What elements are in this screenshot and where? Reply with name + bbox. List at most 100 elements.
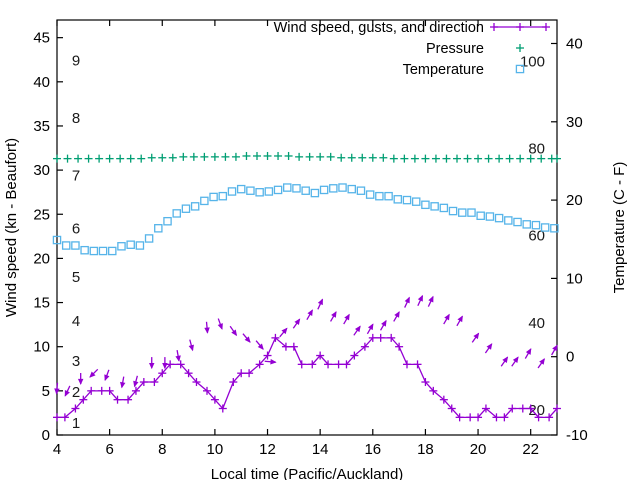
square-marker	[513, 217, 522, 227]
wind-direction-arrowhead	[89, 371, 96, 378]
square-marker	[338, 183, 347, 192]
y2-tick-label: 0	[566, 349, 574, 366]
square-marker	[485, 212, 495, 221]
wind-direction-arrowhead	[404, 296, 410, 304]
fahrenheit-label: 60	[528, 228, 545, 245]
wind-direction-arrowhead	[307, 309, 313, 316]
wind-direction-arrowhead	[64, 390, 70, 397]
square-marker	[411, 197, 421, 206]
square-marker	[522, 220, 531, 229]
square-marker	[200, 196, 209, 206]
wind-direction-arrowhead	[417, 294, 423, 302]
square-marker	[458, 208, 467, 217]
square-marker	[172, 209, 181, 218]
fahrenheit-label: 100	[520, 54, 545, 71]
wind-speed-line	[57, 336, 558, 418]
wind-direction-arrowhead	[281, 327, 288, 335]
wind-direction-arrowhead	[428, 295, 434, 303]
y-tick-label: 10	[33, 339, 50, 356]
y-tick-label: 40	[33, 74, 50, 91]
wind-direction-arrowhead	[270, 359, 277, 365]
square-marker	[163, 216, 172, 226]
square-marker	[236, 184, 246, 194]
wind-direction-arrowhead	[354, 325, 361, 333]
wind-direction-arrowhead	[294, 318, 301, 326]
square-marker	[181, 204, 191, 213]
wind-direction-arrowhead	[486, 343, 493, 350]
wind-direction-arrowhead	[394, 311, 400, 318]
square-marker	[402, 195, 412, 205]
square-marker	[135, 241, 145, 250]
fahrenheit-label: 20	[528, 402, 545, 419]
square-marker	[154, 224, 163, 233]
beaufort-label: 3	[72, 353, 80, 370]
beaufort-label: 4	[72, 313, 80, 330]
y-tick-label: 15	[33, 295, 50, 312]
wind-direction-arrowhead	[244, 336, 251, 343]
wind-direction-arrowhead	[54, 388, 60, 395]
square-marker	[89, 246, 99, 256]
wind-direction-arrowhead	[502, 356, 509, 363]
y-tick-label: 45	[33, 30, 50, 47]
square-marker	[384, 191, 393, 201]
wind-direction-arrowhead	[133, 380, 139, 388]
wind-direction-arrowhead	[473, 332, 480, 340]
wind-direction-arrowhead	[217, 323, 223, 330]
wind-direction-arrowhead	[162, 362, 168, 370]
square-marker	[209, 192, 218, 202]
legend-label-2: Temperature	[403, 62, 484, 78]
plot-border	[56, 19, 558, 436]
legend-label-1: Pressure	[426, 41, 484, 57]
wind-direction-arrowhead	[175, 355, 181, 362]
square-marker	[515, 64, 525, 74]
square-marker	[80, 245, 89, 255]
wind-direction-arrowhead	[204, 327, 210, 334]
wind-direction-arrowhead	[367, 323, 374, 331]
square-marker	[421, 200, 430, 210]
y-tick-label: 0	[42, 427, 50, 444]
x-tick-label: 12	[259, 441, 276, 458]
wind-direction-arrowhead	[539, 358, 545, 365]
square-marker	[227, 187, 237, 196]
wind-direction-arrowhead	[148, 362, 155, 370]
y2-tick-label: 30	[566, 114, 583, 131]
square-marker	[365, 190, 375, 199]
square-marker	[319, 185, 329, 195]
wind-direction-arrowhead	[444, 313, 450, 321]
square-marker	[504, 216, 513, 225]
wind-direction-arrowhead	[77, 378, 84, 385]
x-tick-label: 20	[470, 441, 487, 458]
wind-direction-arrowhead	[344, 313, 350, 321]
y-tick-label: 25	[33, 206, 50, 223]
x-tick-label: 18	[417, 441, 434, 458]
square-marker	[448, 206, 458, 216]
wind-direction-arrowhead	[317, 298, 323, 306]
wind-direction-arrowhead	[457, 315, 463, 323]
wind-direction-arrowhead	[512, 356, 519, 363]
square-marker	[98, 246, 108, 256]
x-tick-label: 10	[207, 441, 224, 458]
square-marker	[190, 202, 200, 211]
square-marker	[71, 241, 80, 250]
beaufort-label: 2	[72, 384, 80, 401]
square-marker	[347, 184, 356, 194]
y2-tick-label: 20	[566, 192, 583, 209]
wind-direction-arrowhead	[331, 311, 337, 318]
y2-tick-label: 10	[566, 270, 583, 287]
square-marker	[476, 211, 485, 221]
beaufort-label: 7	[72, 168, 80, 185]
square-marker	[494, 213, 504, 223]
square-marker	[292, 184, 301, 193]
square-marker	[310, 188, 320, 198]
y-tick-label: 20	[33, 250, 50, 267]
x-tick-label: 14	[312, 441, 329, 458]
x-axis-label: Local time (Pacific/Auckland)	[211, 466, 404, 480]
y2-tick-label: -10	[566, 427, 588, 444]
wind-direction-arrowhead	[104, 374, 110, 382]
legend-label-0: Wind speed, gusts, and direction	[274, 20, 484, 36]
y2-axis-label: Temperature (C - F)	[611, 162, 628, 294]
square-marker	[283, 183, 292, 192]
square-marker	[126, 240, 135, 249]
